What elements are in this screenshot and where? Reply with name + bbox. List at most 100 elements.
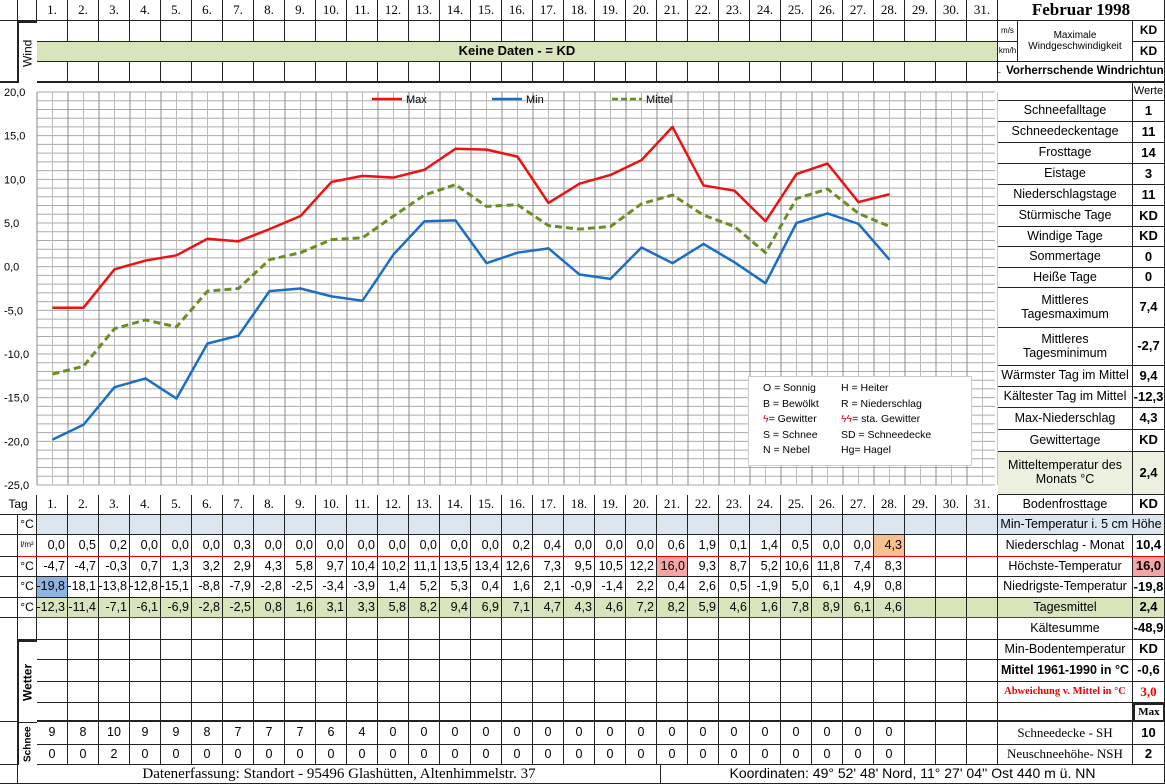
nsh-cell[interactable]: 0 (68, 745, 99, 765)
wind-cell[interactable] (223, 62, 254, 83)
weather-cell[interactable] (688, 682, 719, 703)
weather-cell[interactable] (192, 703, 223, 722)
wind-cell[interactable] (812, 21, 843, 42)
weather-cell[interactable] (223, 640, 254, 660)
wind-cell[interactable] (192, 21, 223, 42)
nsh-cell[interactable] (936, 745, 967, 765)
empty-cell[interactable] (130, 618, 161, 640)
data-cell[interactable]: -4,7 (68, 557, 99, 577)
data-cell[interactable] (905, 515, 936, 535)
data-cell[interactable]: 4,6 (874, 598, 905, 618)
data-cell[interactable] (967, 535, 998, 557)
data-cell[interactable]: 9,7 (316, 557, 347, 577)
wind-cell[interactable] (564, 21, 595, 42)
data-cell[interactable]: 7,2 (626, 598, 657, 618)
wind-cell[interactable] (688, 21, 719, 42)
wind-cell[interactable] (130, 21, 161, 42)
data-cell[interactable]: 1,6 (285, 598, 316, 618)
weather-cell[interactable] (409, 660, 440, 682)
wind-cell[interactable] (68, 62, 99, 83)
data-cell[interactable]: 13,4 (471, 557, 502, 577)
data-cell[interactable]: 1,6 (502, 577, 533, 598)
wind-cell[interactable] (905, 62, 936, 83)
sh-cell[interactable]: 0 (688, 722, 719, 745)
data-cell[interactable]: -3,4 (316, 577, 347, 598)
sh-cell[interactable]: 0 (409, 722, 440, 745)
nsh-cell[interactable]: 0 (192, 745, 223, 765)
weather-cell[interactable] (161, 703, 192, 722)
wind-cell[interactable] (595, 62, 626, 83)
data-cell[interactable]: 11,1 (409, 557, 440, 577)
weather-cell[interactable] (37, 682, 68, 703)
wind-cell[interactable] (285, 62, 316, 83)
weather-cell[interactable] (161, 682, 192, 703)
data-cell[interactable]: 12,2 (626, 557, 657, 577)
sh-cell[interactable]: 10 (99, 722, 130, 745)
empty-cell[interactable] (223, 618, 254, 640)
weather-cell[interactable] (192, 682, 223, 703)
data-cell[interactable] (905, 557, 936, 577)
nsh-cell[interactable]: 0 (874, 745, 905, 765)
weather-cell[interactable] (812, 703, 843, 722)
weather-cell[interactable] (626, 682, 657, 703)
weather-cell[interactable] (967, 682, 998, 703)
data-cell[interactable]: 16,0 (657, 557, 688, 577)
weather-cell[interactable] (440, 703, 471, 722)
weather-cell[interactable] (874, 640, 905, 660)
data-cell[interactable]: -2,5 (285, 577, 316, 598)
weather-cell[interactable] (936, 660, 967, 682)
weather-cell[interactable] (502, 640, 533, 660)
data-cell[interactable]: -7,1 (99, 598, 130, 618)
sh-cell[interactable] (905, 722, 936, 745)
data-cell[interactable] (967, 577, 998, 598)
wind-cell[interactable] (192, 62, 223, 83)
weather-cell[interactable] (874, 682, 905, 703)
data-cell[interactable] (936, 557, 967, 577)
data-cell[interactable]: 2,2 (626, 577, 657, 598)
empty-cell[interactable] (347, 618, 378, 640)
weather-cell[interactable] (564, 640, 595, 660)
data-cell[interactable]: 0,0 (564, 535, 595, 557)
data-cell[interactable] (285, 515, 316, 535)
weather-cell[interactable] (130, 703, 161, 722)
weather-cell[interactable] (409, 640, 440, 660)
sh-cell[interactable]: 0 (750, 722, 781, 745)
empty-cell[interactable] (843, 618, 874, 640)
weather-cell[interactable] (781, 682, 812, 703)
wind-cell[interactable] (688, 62, 719, 83)
data-cell[interactable] (967, 557, 998, 577)
weather-cell[interactable] (657, 703, 688, 722)
weather-cell[interactable] (874, 660, 905, 682)
wind-cell[interactable] (409, 21, 440, 42)
weather-cell[interactable] (68, 703, 99, 722)
empty-cell[interactable] (688, 618, 719, 640)
sh-cell[interactable]: 0 (564, 722, 595, 745)
data-cell[interactable] (595, 515, 626, 535)
wind-cell[interactable] (161, 21, 192, 42)
data-cell[interactable]: -18,1 (68, 577, 99, 598)
data-cell[interactable]: -19,8 (37, 577, 68, 598)
data-cell[interactable]: 8,2 (657, 598, 688, 618)
weather-cell[interactable] (285, 640, 316, 660)
weather-cell[interactable] (254, 660, 285, 682)
data-cell[interactable]: -0,9 (564, 577, 595, 598)
wind-cell[interactable] (440, 62, 471, 83)
wind-cell[interactable] (936, 62, 967, 83)
data-cell[interactable]: 6,1 (812, 577, 843, 598)
wind-cell[interactable] (843, 21, 874, 42)
sh-cell[interactable]: 7 (223, 722, 254, 745)
weather-cell[interactable] (843, 703, 874, 722)
data-cell[interactable]: 5,2 (409, 577, 440, 598)
data-cell[interactable]: 0,3 (223, 535, 254, 557)
data-cell[interactable]: 4,3 (564, 598, 595, 618)
sh-cell[interactable]: 9 (37, 722, 68, 745)
weather-cell[interactable] (130, 682, 161, 703)
data-cell[interactable] (967, 515, 998, 535)
nsh-cell[interactable]: 0 (812, 745, 843, 765)
data-cell[interactable]: 5,8 (285, 557, 316, 577)
data-cell[interactable]: -3,9 (347, 577, 378, 598)
data-cell[interactable] (843, 515, 874, 535)
weather-cell[interactable] (533, 703, 564, 722)
data-cell[interactable]: -4,7 (37, 557, 68, 577)
nsh-cell[interactable]: 0 (161, 745, 192, 765)
